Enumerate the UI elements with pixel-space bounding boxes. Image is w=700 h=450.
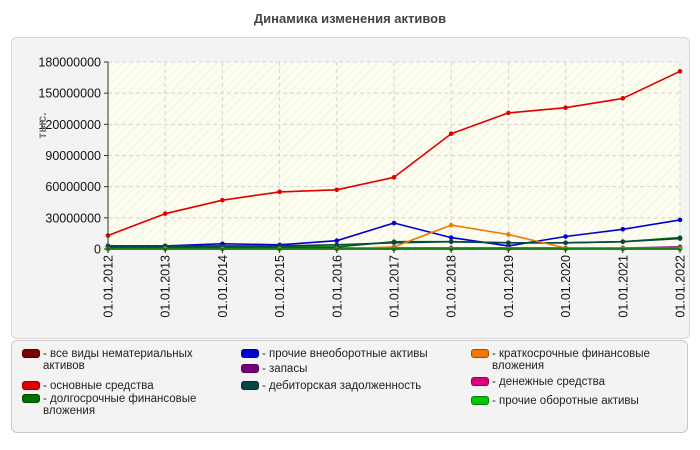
y-tick-label: 30000000 — [45, 211, 101, 225]
data-point — [334, 238, 340, 243]
data-point — [334, 187, 340, 193]
y-tick-label: 180000000 — [38, 56, 101, 70]
data-point — [334, 242, 340, 248]
legend-swatch — [241, 349, 259, 358]
data-point — [677, 217, 683, 223]
data-point — [277, 189, 282, 195]
chart-title: Динамика изменения активов — [253, 11, 447, 26]
data-point — [677, 69, 683, 74]
legend-label: - дебиторская задолженность — [262, 380, 422, 392]
x-tick-label: 01.01.2021 — [616, 255, 630, 318]
data-point — [391, 175, 397, 180]
data-point — [220, 197, 225, 203]
legend-swatch — [471, 396, 489, 405]
legend-label: - основные средства — [43, 380, 154, 392]
legend-label: - долгосрочные финансовые вложения — [43, 393, 197, 417]
data-point — [563, 105, 568, 111]
data-point — [620, 226, 626, 232]
y-tick-label: 90000000 — [45, 149, 101, 163]
legend-swatch — [241, 364, 259, 373]
x-tick-label: 01.01.2022 — [674, 255, 688, 318]
legend-swatch — [22, 349, 40, 358]
data-point — [620, 239, 626, 245]
data-point — [563, 240, 568, 246]
data-point — [563, 234, 568, 239]
y-tick-label: 150000000 — [38, 87, 101, 101]
data-point — [448, 235, 454, 240]
legend-label: - краткосрочные финансовые вложения — [492, 348, 650, 372]
x-tick-label: 01.01.2019 — [502, 255, 516, 318]
x-tick-label: 01.01.2018 — [445, 255, 459, 318]
x-tick-label: 01.01.2014 — [216, 255, 230, 318]
x-tick-label: 01.01.2013 — [159, 255, 173, 318]
legend-swatch — [471, 349, 489, 358]
series-2 — [105, 69, 683, 238]
y-tick-label: 120000000 — [38, 118, 101, 132]
x-tick-label: 01.01.2017 — [388, 255, 402, 318]
data-point — [448, 131, 454, 136]
x-tick-label: 01.01.2020 — [559, 255, 573, 318]
legend-label: - все виды нематериальных активов — [43, 348, 193, 372]
data-point — [506, 110, 511, 116]
data-point — [391, 240, 397, 246]
legend-swatch — [471, 377, 489, 386]
legend-label: - прочие внеоборотные активы — [262, 348, 428, 360]
y-tick-label: 60000000 — [45, 180, 101, 194]
data-point — [162, 211, 168, 216]
data-point — [391, 220, 397, 226]
data-point — [620, 96, 626, 101]
data-point — [677, 236, 683, 241]
x-tick-label: 01.01.2015 — [273, 255, 287, 318]
legend: - все виды нематериальных активов - основ… — [11, 340, 688, 433]
data-point — [448, 239, 454, 245]
x-tick-label: 01.01.2016 — [330, 255, 344, 318]
y-tick-label: 0 — [94, 243, 101, 257]
data-point — [506, 232, 511, 237]
x-tick-label: 01.01.2012 — [102, 255, 116, 318]
line-chart: 0 30000000 60000000 90000000 120000000 150000… — [35, 56, 688, 318]
y-axis-label: тыс. — [35, 112, 49, 138]
legend-swatch — [241, 381, 259, 390]
plot-panel: 0 30000000 60000000 90000000 120000000 150000… — [11, 37, 690, 339]
data-point — [506, 240, 511, 246]
legend-label: - денежные средства — [492, 376, 606, 388]
legend-label: - запасы — [262, 363, 308, 375]
series-6 — [105, 236, 683, 249]
legend-swatch — [22, 394, 40, 403]
legend-label: - прочие оборотные активы — [492, 395, 639, 407]
legend-swatch — [22, 381, 40, 390]
data-point — [448, 222, 454, 228]
